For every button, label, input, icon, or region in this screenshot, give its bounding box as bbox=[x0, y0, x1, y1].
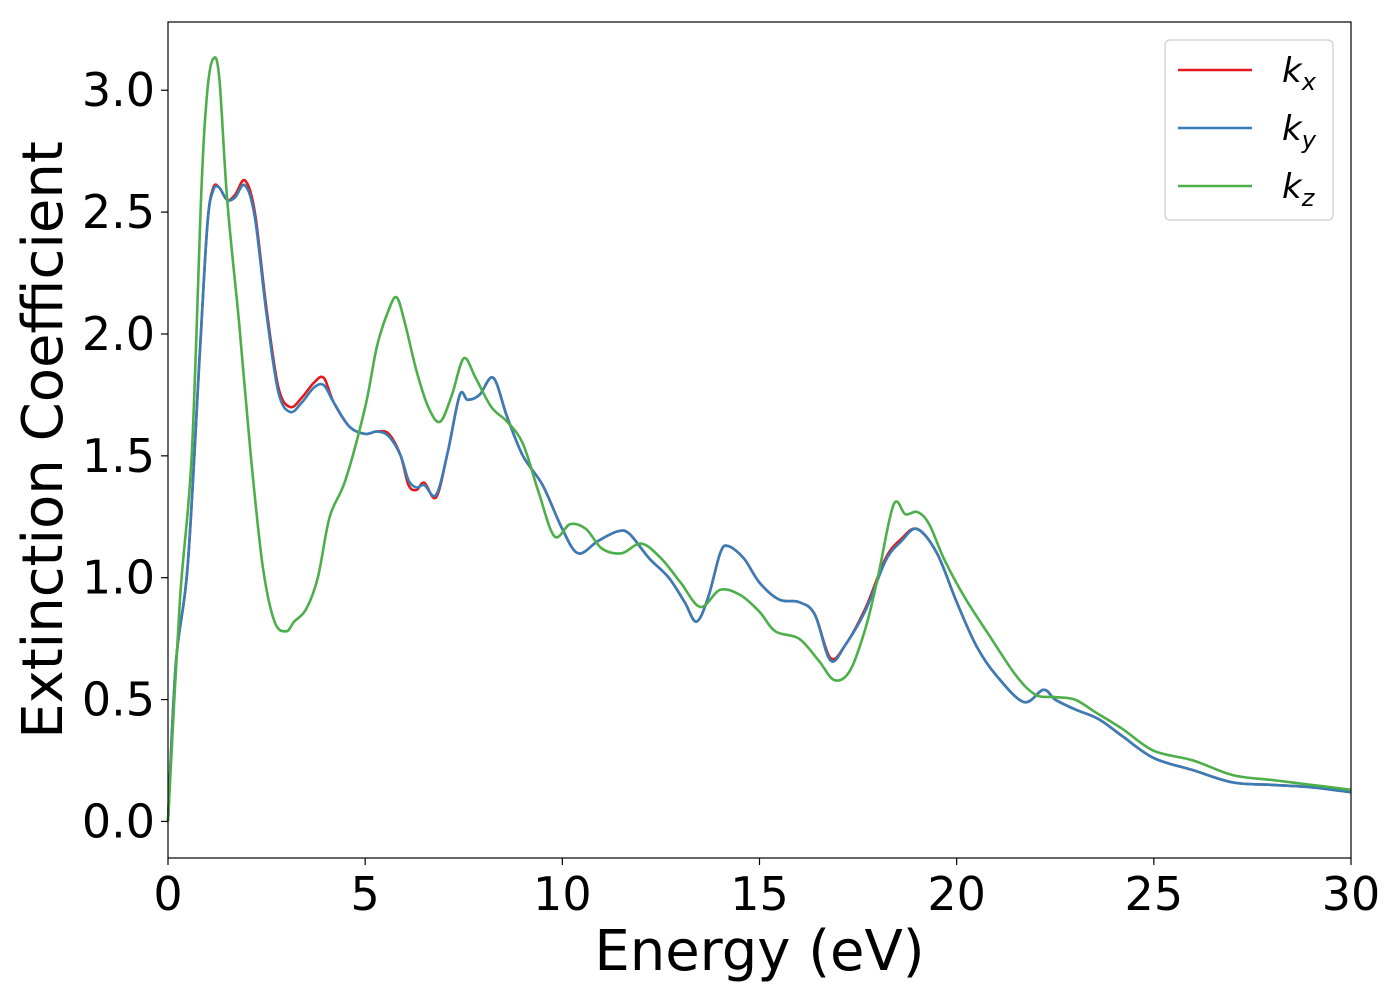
y-tick-label: 2.5 bbox=[82, 185, 155, 239]
y-tick-label: 1.0 bbox=[82, 551, 155, 605]
series-layer bbox=[166, 56, 1352, 822]
x-axis-label: Energy (eV) bbox=[594, 919, 924, 984]
legend-label: kx bbox=[1282, 51, 1317, 96]
x-ticks: 0 5 10 15 20 25 30 bbox=[153, 858, 1380, 921]
x-tick-label: 5 bbox=[351, 867, 380, 921]
x-tick-label: 25 bbox=[1125, 867, 1184, 921]
legend-box bbox=[1164, 39, 1334, 221]
x-tick-label: 30 bbox=[1322, 867, 1381, 921]
series-line-kz bbox=[166, 56, 1352, 822]
x-tick-label: 10 bbox=[533, 867, 592, 921]
y-tick-label: 0.0 bbox=[82, 794, 155, 848]
y-axis-label: Extinction Coefficient bbox=[11, 141, 76, 739]
x-tick-label: 15 bbox=[730, 867, 789, 921]
y-tick-label: 3.0 bbox=[82, 63, 155, 117]
legend-label: ky bbox=[1282, 109, 1317, 154]
legend: kx ky kz bbox=[1164, 39, 1334, 221]
legend-label: kz bbox=[1282, 167, 1316, 212]
y-ticks: 0.0 0.5 1.0 1.5 2.0 2.5 3.0 bbox=[82, 63, 168, 848]
series-line-ky bbox=[166, 183, 1352, 822]
x-tick-label: 20 bbox=[927, 867, 986, 921]
y-tick-label: 0.5 bbox=[82, 673, 155, 727]
y-tick-label: 2.0 bbox=[82, 307, 155, 361]
x-tick-label: 0 bbox=[153, 867, 182, 921]
y-tick-label: 1.5 bbox=[82, 429, 155, 483]
